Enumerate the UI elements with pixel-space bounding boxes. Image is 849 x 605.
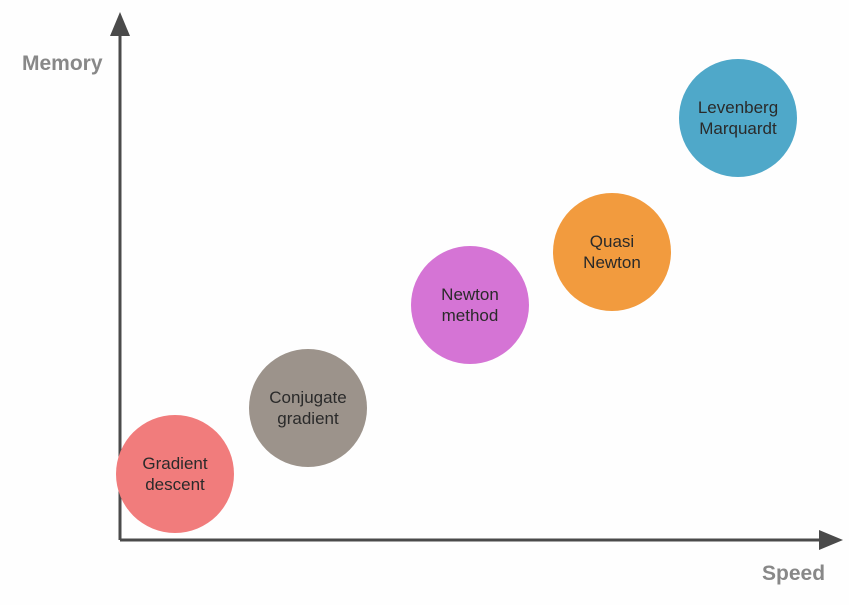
bubble-label-line1: Conjugate — [269, 388, 347, 407]
bubble-label-line1: Newton — [441, 285, 499, 304]
bubble-levenberg-marquardt: Levenberg Marquardt — [679, 59, 797, 177]
bubble-newton-method: Newton method — [411, 246, 529, 364]
x-axis-label: Speed — [762, 562, 825, 586]
y-axis-label: Memory — [22, 52, 103, 76]
bubble-conjugate-gradient: Conjugate gradient — [249, 349, 367, 467]
bubble-label: Conjugate gradient — [269, 387, 347, 430]
bubble-label: Quasi Newton — [583, 231, 641, 274]
bubble-label-line2: Marquardt — [699, 119, 776, 138]
bubble-label-line1: Quasi — [590, 232, 634, 251]
bubble-label: Gradient descent — [142, 453, 207, 496]
bubble-gradient-descent: Gradient descent — [116, 415, 234, 533]
bubble-label: Levenberg Marquardt — [698, 97, 778, 140]
chart-container: Memory Speed Gradient descent Conjugate … — [0, 0, 849, 605]
bubble-label-line1: Levenberg — [698, 98, 778, 117]
bubble-label: Newton method — [441, 284, 499, 327]
bubble-label-line2: descent — [145, 475, 205, 494]
bubble-label-line2: method — [442, 306, 499, 325]
bubble-label-line1: Gradient — [142, 454, 207, 473]
x-axis-arrow — [819, 530, 843, 550]
bubble-label-line2: Newton — [583, 253, 641, 272]
bubble-label-line2: gradient — [277, 409, 338, 428]
bubble-quasi-newton: Quasi Newton — [553, 193, 671, 311]
y-axis-arrow — [110, 12, 130, 36]
